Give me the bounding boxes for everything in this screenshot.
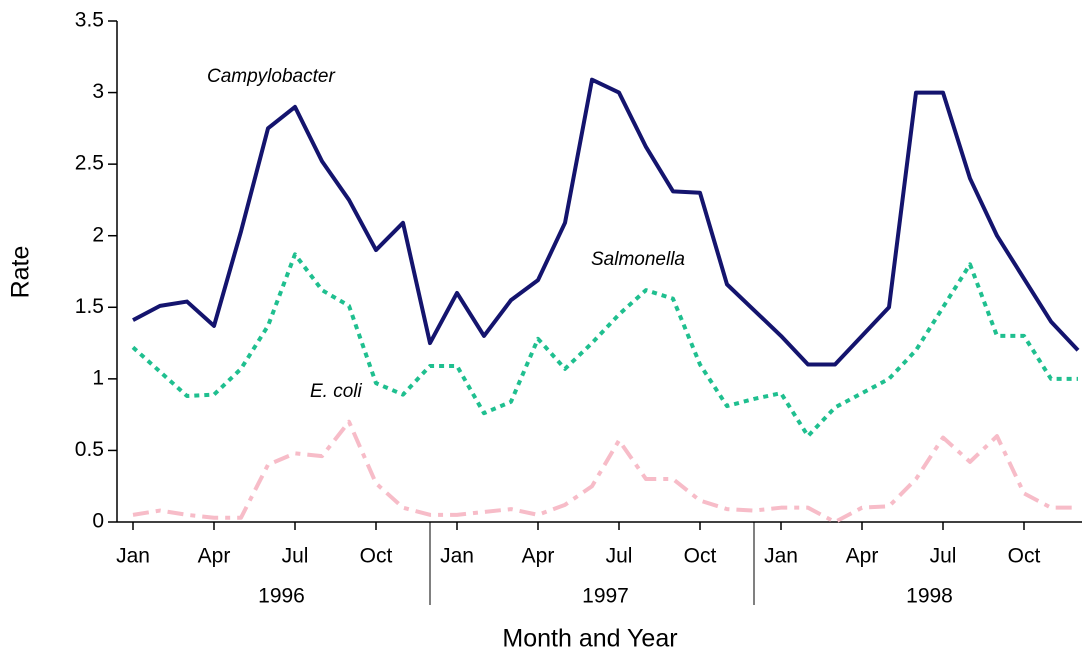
y-tick-label: 0 <box>92 510 104 533</box>
series-line <box>131 252 1078 439</box>
series-label: Campylobacter <box>207 66 335 87</box>
x-tick-label: Apr <box>198 545 231 568</box>
y-axis-title: Rate <box>7 246 35 299</box>
x-tick-label: Oct <box>360 545 393 568</box>
year-label: 1998 <box>906 585 953 608</box>
y-tick-label: 2 <box>92 223 104 246</box>
x-tick-label: Jul <box>930 545 957 568</box>
x-tick-label: Apr <box>846 545 879 568</box>
x-tick-label: Jan <box>440 545 474 568</box>
series-label: Salmonella <box>591 249 685 270</box>
y-tick-label: 3.5 <box>75 9 104 32</box>
x-tick-label: Jul <box>282 545 309 568</box>
series-line <box>132 419 1078 524</box>
x-tick-label: Jan <box>764 545 798 568</box>
y-tick-label: 0.5 <box>75 438 104 461</box>
series-label: E. coli <box>310 381 363 402</box>
year-label: 1996 <box>258 585 305 608</box>
y-tick-label: 1.5 <box>75 295 104 318</box>
x-tick-label: Oct <box>684 545 717 568</box>
x-tick-label: Apr <box>522 545 555 568</box>
x-tick-label: Jan <box>116 545 150 568</box>
y-tick-label: 2.5 <box>75 152 104 175</box>
x-tick-label: Jul <box>606 545 633 568</box>
x-tick-label: Oct <box>1008 545 1041 568</box>
x-axis-title: Month and Year <box>502 625 677 653</box>
series-line <box>132 77 1080 367</box>
year-label: 1997 <box>582 585 629 608</box>
y-tick-label: 3 <box>92 80 104 103</box>
y-tick-label: 1 <box>92 366 104 389</box>
